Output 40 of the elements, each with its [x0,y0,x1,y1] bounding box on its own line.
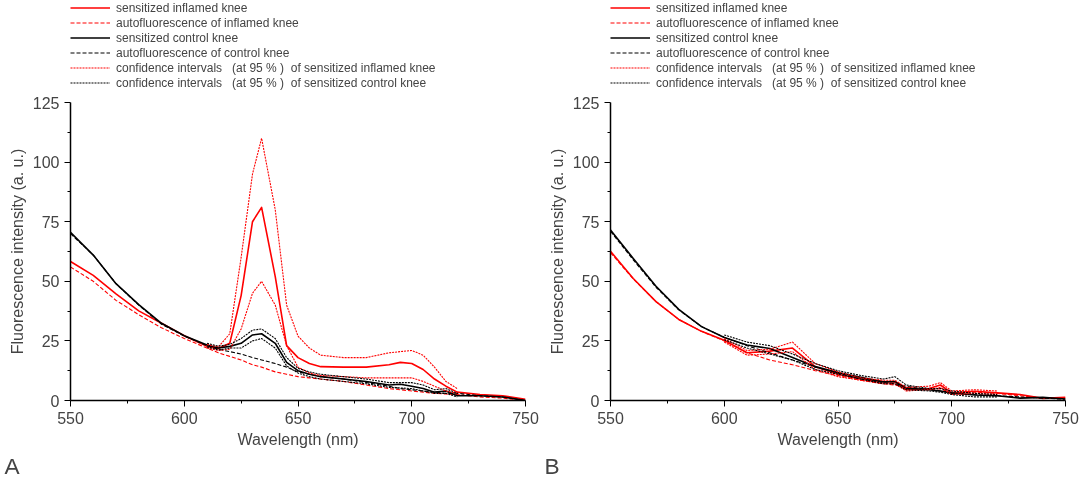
x-tick-label: 600 [170,409,198,427]
x-tick-label: 700 [398,409,426,427]
y-tick-label: 0 [50,392,60,410]
y-tick-label: 125 [572,94,600,112]
text: A [4,452,21,479]
y-tick-label: 75 [41,213,60,231]
legend-label: confidence intervals (at 95 % ) of sensitized inflamed knee [656,60,976,75]
legend-label: sensitized control knee [116,30,239,45]
text: B [544,452,560,479]
x-axis-title: Wavelength (nm) [777,430,899,448]
legend-label: autofluorescence of control knee [116,45,290,60]
x-tick-label: 550 [597,409,624,427]
legend-label: autofluorescence of inflamed knee [656,15,839,30]
y-tick-label: 50 [581,273,600,291]
x-tick-label: 750 [512,409,539,427]
legend-label: sensitized inflamed knee [116,0,248,15]
x-tick-label: 550 [57,409,84,427]
y-axis-title: Fluorescence intensity (a. u.) [8,148,26,355]
y-axis-title: Fluorescence intensity (a. u.) [548,148,566,355]
x-tick-label: 650 [824,409,852,427]
legend-label: confidence intervals (at 95 % ) of sensitized control knee [116,75,427,90]
y-tick-label: 75 [581,213,600,231]
y-tick-label: 100 [32,154,60,172]
x-tick-label: 750 [1052,409,1079,427]
legend-label: autofluorescence of control knee [656,45,830,60]
y-tick-label: 25 [41,332,60,350]
x-tick-label: 600 [710,409,738,427]
x-tick-label: 700 [938,409,966,427]
y-tick-label: 0 [590,392,600,410]
x-tick-label: 650 [284,409,312,427]
legend-label: sensitized inflamed knee [656,0,788,15]
legend-label: sensitized control knee [656,30,779,45]
legend-label: confidence intervals (at 95 % ) of sensitized control knee [656,75,967,90]
y-tick-label: 100 [572,154,600,172]
y-tick-label: 50 [41,273,60,291]
legend-label: autofluorescence of inflamed knee [116,15,299,30]
y-tick-label: 25 [581,332,600,350]
legend-label: confidence intervals (at 95 % ) of sensitized inflamed knee [116,60,436,75]
x-axis-title: Wavelength (nm) [237,430,359,448]
y-tick-label: 125 [32,94,60,112]
